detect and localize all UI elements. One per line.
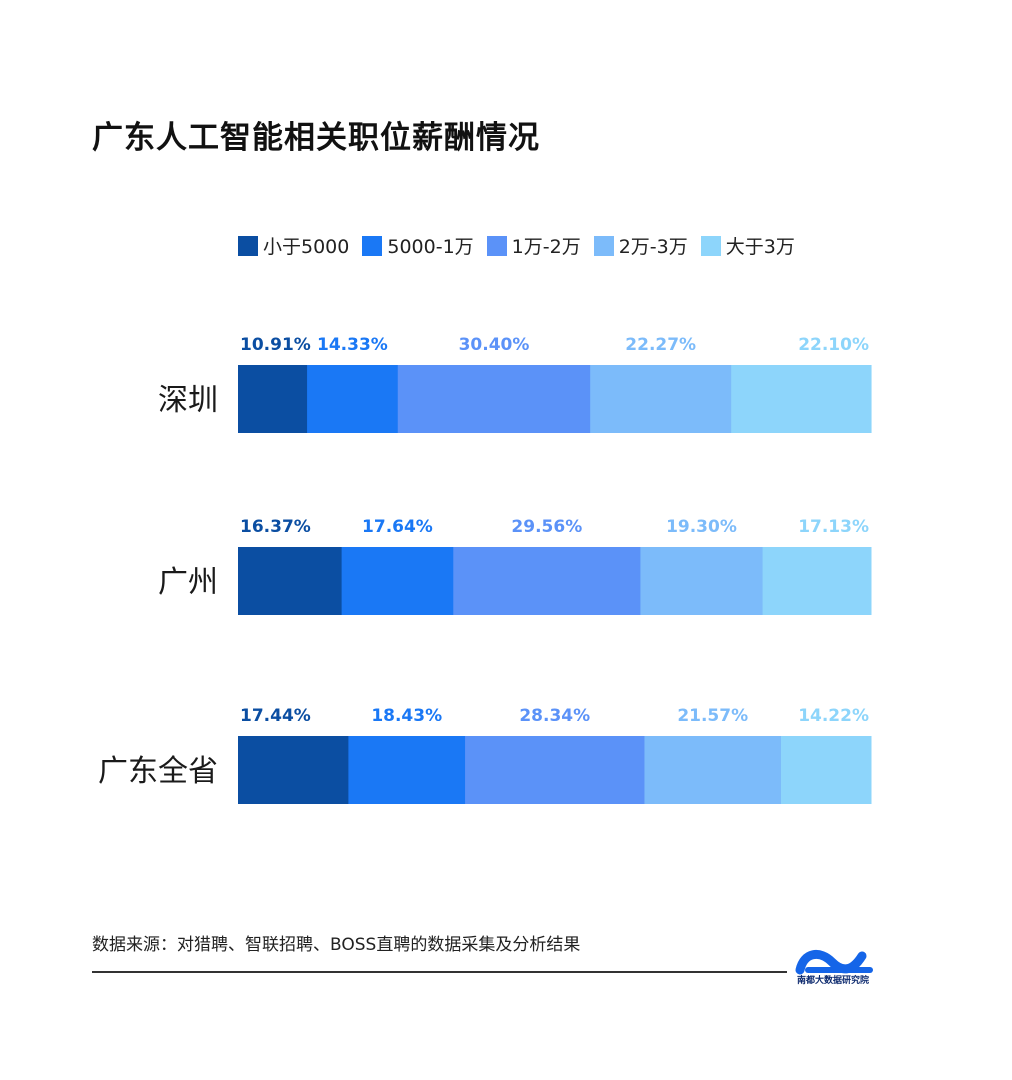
legend-swatch	[593, 235, 614, 256]
data-label: 19.30%	[666, 517, 737, 537]
bar-segment	[238, 365, 308, 433]
data-label: 14.33%	[317, 335, 388, 355]
bar-segment	[341, 547, 454, 615]
bar-segment	[780, 736, 872, 804]
bar-segment	[238, 736, 349, 804]
legend-item: 2万-3万	[593, 232, 688, 259]
data-label: 29.56%	[511, 517, 582, 537]
stacked-bar-chart: 深圳 10.91% 14.33% 30.40% 22.27% 22.10% 广州 16.37%…	[98, 335, 872, 804]
legend-swatch	[700, 235, 721, 256]
bar-segment	[307, 365, 399, 433]
legend-label: 1万-2万	[511, 236, 581, 258]
bar-segment	[644, 736, 782, 804]
bar-segment	[762, 547, 872, 615]
data-source-note: 数据来源：对猎聘、智联招聘、BOSS直聘的数据采集及分析结果	[92, 935, 581, 955]
chart-title: 广东人工智能相关职位薪酬情况	[92, 120, 540, 156]
logo-icon	[795, 950, 873, 975]
data-label: 14.22%	[798, 706, 869, 726]
data-label: 30.40%	[459, 335, 530, 355]
bar-segment	[238, 547, 343, 615]
legend: 小于5000 5000-1万 1万-2万 2万-3万 大于3万	[238, 232, 808, 259]
category-label: 广州	[158, 565, 218, 600]
bar-segment	[731, 365, 872, 433]
logo-text: 南都大数据研究院	[797, 976, 870, 986]
bar-segment	[397, 365, 591, 433]
legend-swatch	[486, 235, 507, 256]
data-label: 28.34%	[519, 706, 590, 726]
data-label: 18.43%	[371, 706, 442, 726]
data-label: 22.27%	[625, 335, 696, 355]
legend-item: 大于3万	[700, 232, 795, 259]
legend-item: 小于5000	[238, 232, 349, 259]
data-label: 22.10%	[798, 335, 869, 355]
category-label: 广东全省	[98, 754, 218, 789]
data-label: 17.13%	[798, 517, 869, 537]
legend-item: 1万-2万	[486, 232, 581, 259]
bar-segment	[590, 365, 732, 433]
footer-divider	[92, 971, 787, 973]
legend-label: 5000-1万	[387, 236, 474, 258]
legend-swatch	[238, 235, 258, 256]
category-label: 深圳	[158, 383, 218, 418]
legend-label: 大于3万	[725, 236, 795, 258]
legend-label: 小于5000	[263, 236, 350, 258]
bar-segment	[348, 736, 466, 804]
legend-item: 5000-1万	[362, 232, 474, 259]
legend-label: 2万-3万	[618, 236, 688, 258]
data-label: 17.44%	[240, 706, 311, 726]
data-label: 16.37%	[240, 517, 311, 537]
bar-segment	[453, 547, 641, 615]
data-label: 10.91%	[240, 335, 311, 355]
bar-segment	[465, 736, 645, 804]
data-label: 17.64%	[362, 517, 433, 537]
data-label: 21.57%	[677, 706, 748, 726]
bar-segment	[640, 547, 764, 615]
legend-swatch	[362, 235, 383, 256]
